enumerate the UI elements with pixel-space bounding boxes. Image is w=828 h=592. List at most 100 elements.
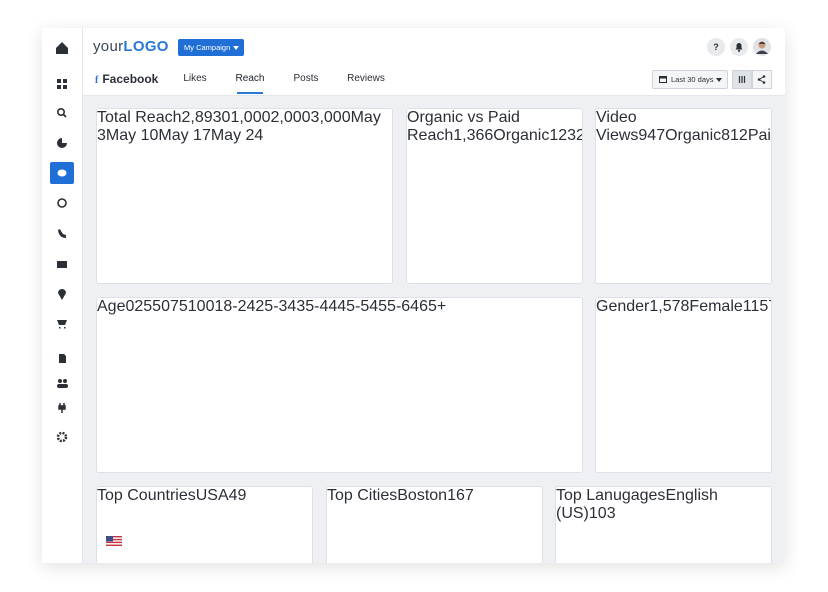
caret-icon xyxy=(716,78,722,82)
campaign-button[interactable]: My Campaign xyxy=(178,39,244,56)
calendar-icon xyxy=(659,76,667,83)
notifications-button[interactable] xyxy=(730,38,748,56)
location-icon[interactable] xyxy=(58,289,66,300)
table-cell: USA xyxy=(195,487,229,504)
users-icon[interactable] xyxy=(57,379,68,388)
x-tick-label: May 10 xyxy=(105,127,159,144)
platform-name: Facebook xyxy=(102,72,159,86)
chart-card: Age025507510018-2425-3435-4445-5455-6465… xyxy=(96,297,583,473)
facebook-icon: f xyxy=(95,75,99,86)
tab[interactable]: Likes xyxy=(183,73,207,84)
x-tick-label: May 17 xyxy=(158,127,211,144)
table-cell: 49 xyxy=(228,487,247,504)
x-tick-label: May 3 xyxy=(97,109,381,144)
chart-card: Gender1,578Female1157Male98Unspecified xyxy=(595,297,772,473)
chart-card: Total Reach2,89301,0002,0003,000May 3May… xyxy=(96,108,393,284)
total-value: 2,893 xyxy=(181,109,222,126)
date-range-button[interactable]: Last 30 days xyxy=(652,70,728,89)
card-svg: Top LanugagesEnglish (US)103 xyxy=(556,487,771,523)
logo-main: LOGO xyxy=(123,38,169,55)
table-card: Top CitiesBoston167 xyxy=(326,486,543,563)
phone-icon[interactable] xyxy=(58,229,66,238)
logo-prefix: your xyxy=(93,38,124,55)
logo[interactable]: yourLOGO xyxy=(93,38,169,55)
app: yourLOGO My Campaign ? f Facebook Likes R… xyxy=(42,28,785,563)
card-svg: Total Reach2,89301,0002,0003,000May 3May… xyxy=(97,109,392,145)
card-svg: Age025507510018-2425-3435-4445-5455-6465… xyxy=(97,298,446,316)
legend-label: Female xyxy=(689,298,743,315)
doc-icon[interactable] xyxy=(59,354,66,363)
date-range-label: Last 30 days xyxy=(671,75,714,84)
legend-entry: 1,578Female xyxy=(649,298,742,315)
view-buttons xyxy=(732,70,772,89)
mail-icon[interactable] xyxy=(57,261,67,268)
y-tick-label: 100 xyxy=(187,298,215,315)
dashboard-icon[interactable] xyxy=(57,79,67,89)
legend-label: Organic xyxy=(665,127,722,144)
chart-title: Gender xyxy=(596,298,650,315)
table-title: Top Countries xyxy=(97,487,196,504)
chart-card: Organic vs Paid Reach1,366Organic1232Pai… xyxy=(406,108,583,284)
tab[interactable]: Reviews xyxy=(347,73,385,84)
table-card: Top CountriesUSA49 xyxy=(96,486,313,563)
chart-title: Video Views xyxy=(596,109,639,144)
y-tick-label: 75 xyxy=(169,298,188,315)
cart-icon[interactable] xyxy=(57,320,67,329)
reports-icon[interactable] xyxy=(57,138,67,148)
chart-card: Video Views947Organic812Paid xyxy=(595,108,772,284)
campaign-label: My Campaign xyxy=(184,43,231,52)
y-tick-label: 2,000 xyxy=(270,109,311,126)
active-tab-underline xyxy=(237,92,263,94)
y-tick-label: 1,000 xyxy=(230,109,271,126)
legend-value: 1,578 xyxy=(649,298,690,315)
home-icon[interactable] xyxy=(56,42,68,54)
y-tick-label: 0 xyxy=(125,298,135,315)
card-svg: Top CountriesUSA49 xyxy=(97,487,246,505)
legend-entry: 1157Male xyxy=(742,298,771,315)
legend-label: Paid xyxy=(747,127,771,144)
x-tick-label: 45-54 xyxy=(337,298,379,315)
table-card: Top LanugagesEnglish (US)103 xyxy=(555,486,772,563)
x-tick-label: May 24 xyxy=(210,127,264,144)
legend-entry: 812Paid xyxy=(721,127,771,144)
tab[interactable]: Reach xyxy=(235,73,265,84)
table-cell: 103 xyxy=(588,505,616,522)
x-tick-label: 55-64 xyxy=(378,298,420,315)
sidebar-icons xyxy=(50,42,74,443)
card-svg: Organic vs Paid Reach1,366Organic1232Pai… xyxy=(407,109,583,145)
search-icon[interactable] xyxy=(57,108,67,118)
chart-title: Total Reach xyxy=(97,109,182,126)
chart-title: Organic vs Paid Reach xyxy=(407,109,520,144)
legend-value: 947 xyxy=(638,127,666,144)
table-cell: 167 xyxy=(447,487,474,504)
legend-value: 1157 xyxy=(742,298,771,315)
x-tick-label: 65+ xyxy=(419,298,447,315)
card-svg: Video Views947Organic812Paid xyxy=(596,109,771,145)
table-cell: Boston xyxy=(397,487,448,504)
tab[interactable]: Posts xyxy=(293,73,319,84)
platform: f Facebook xyxy=(95,72,158,86)
chart-title: Age xyxy=(97,298,126,315)
share-button[interactable] xyxy=(752,70,772,89)
legend-entry: 1232Paid xyxy=(549,127,583,144)
card-svg: Gender1,578Female1157Male98Unspecified xyxy=(596,298,771,316)
caret-icon xyxy=(233,46,239,50)
plugin-icon[interactable] xyxy=(58,403,66,413)
legend-entry: 1,366Organic xyxy=(453,127,549,144)
table-cell: English (US) xyxy=(556,487,718,522)
app-frame: yourLOGO My Campaign ? f Facebook Likes R… xyxy=(42,28,785,563)
table-title: Top Lanugages xyxy=(556,487,666,504)
legend-value: 1232 xyxy=(549,127,583,144)
target-icon[interactable] xyxy=(57,198,67,208)
card-svg: Top CitiesBoston167 xyxy=(327,487,474,505)
y-tick-label: 3,000 xyxy=(310,109,351,126)
table-title: Top Cities xyxy=(327,487,398,504)
y-tick-label: 25 xyxy=(134,298,153,315)
help-button[interactable]: ? xyxy=(707,38,725,56)
legend-label: Organic xyxy=(493,127,550,144)
chat-icon xyxy=(57,169,67,177)
settings-icon[interactable] xyxy=(56,431,68,443)
avatar[interactable] xyxy=(753,38,771,56)
x-tick-label: 35-44 xyxy=(296,298,338,315)
legend-value: 1,366 xyxy=(453,127,494,144)
